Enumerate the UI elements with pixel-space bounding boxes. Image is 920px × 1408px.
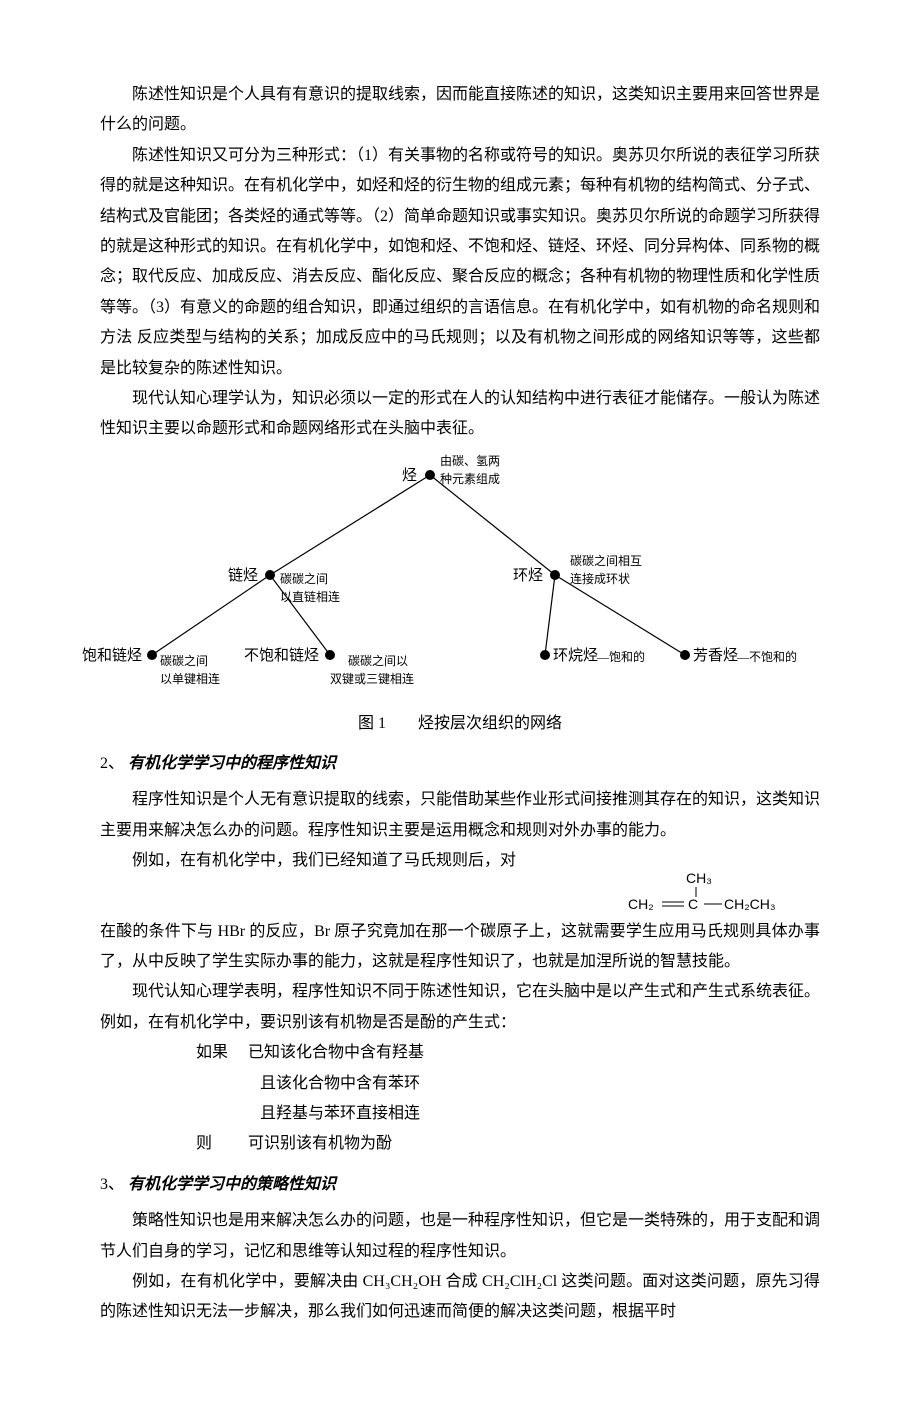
- tree-node-label: 环烃: [513, 567, 543, 587]
- tree-node-label: 芳香烃: [693, 647, 738, 667]
- tree-edge-label: 碳碳之间以: [348, 653, 408, 670]
- rule-conclusion: 可识别该有机物为酚: [248, 1135, 392, 1152]
- formula-ch3: CH₃: [686, 871, 712, 886]
- tree-edge-label: 种元素组成: [440, 471, 500, 488]
- hydrocarbon-tree-diagram: 烃链烃环烃饱和链烃不饱和链烃环烷烃芳香烃由碳、氢两种元素组成碳碳之间以直链相连碳…: [100, 445, 820, 705]
- section-heading-2: 2、 有机化学学习中的程序性知识: [100, 749, 820, 779]
- tree-node-dot: [540, 650, 550, 660]
- tree-node-label: 烃: [402, 467, 417, 487]
- formula-ch2ch3-right: CH₂CH₃: [724, 896, 776, 912]
- body-paragraph: 陈述性知识又可分为三种形式：（1）有关事物的名称或符号的知识。奥苏贝尔所说的表征…: [100, 141, 820, 384]
- section-title: 有机化学学习中的策略性知识: [128, 1176, 336, 1193]
- tree-edge-label: 以直链相连: [280, 589, 340, 606]
- tree-edge-label: 连接成环状: [570, 571, 630, 588]
- tree-edge-label: —饱和的: [597, 649, 645, 666]
- tree-edge-label: 碳碳之间: [280, 571, 328, 588]
- body-paragraph: 现代认知心理学认为，知识必须以一定的形式在人的认知结构中进行表征才能储存。一般认…: [100, 384, 820, 445]
- section-heading-3: 3、 有机化学学习中的策略性知识: [100, 1170, 820, 1200]
- tree-edge-label: 以单键相连: [160, 671, 220, 688]
- rule-line: 且该化合物中含有苯环: [196, 1069, 820, 1099]
- tree-edge-label: 双键或三键相连: [330, 671, 414, 688]
- rule-then-label: 则: [196, 1135, 212, 1152]
- rule-condition: 已知该化合物中含有羟基: [248, 1044, 424, 1061]
- tree-node-dot: [425, 470, 435, 480]
- section-number: 3、: [100, 1176, 124, 1193]
- tree-node-dot: [147, 650, 157, 660]
- tree-node-label: 环烷烃: [553, 647, 598, 667]
- production-rule-block: 如果 已知该化合物中含有羟基 且该化合物中含有苯环 且羟基与苯环直接相连 则 可…: [196, 1038, 820, 1160]
- tree-node-dot: [325, 650, 335, 660]
- body-paragraph: 程序性知识是个人无有意识提取的线索，只能借助某些作业形式间接推测其存在的知识，这…: [100, 785, 820, 846]
- figure-caption: 图 1 烃按层次组织的网络: [100, 709, 820, 739]
- chemical-formula-svg: CH₃ CH₂ C CH₂CH₃: [610, 871, 790, 915]
- formula-c-mid: C: [688, 896, 698, 912]
- section-number: 2、: [100, 755, 124, 772]
- tree-edge-label: 碳碳之间: [160, 653, 208, 670]
- tree-node-dot: [265, 570, 275, 580]
- tree-node-dot: [550, 570, 560, 580]
- body-paragraph: 现代认知心理学表明，程序性知识不同于陈述性知识，它在头脑中是以产生式和产生式系统…: [100, 977, 820, 1038]
- tree-edge-label: —不饱和的: [737, 649, 797, 666]
- body-paragraph: 策略性知识也是用来解决怎么办的问题，也是一种程序性知识，但它是一类特殊的，用于支…: [100, 1206, 820, 1267]
- rule-line: 则 可识别该有机物为酚: [196, 1129, 820, 1159]
- section-title: 有机化学学习中的程序性知识: [128, 755, 336, 772]
- chemical-formula-block: CH₃ CH₂ C CH₂CH₃: [100, 877, 820, 917]
- rule-line: 如果 已知该化合物中含有羟基: [196, 1038, 820, 1068]
- rule-if-label: 如果: [196, 1044, 228, 1061]
- formula-ch2-left: CH₂: [628, 896, 654, 912]
- body-paragraph: 在酸的条件下与 HBr 的反应，Br 原子究竟加在那一个碳原子上，这就需要学生应…: [100, 917, 820, 978]
- rule-line: 且羟基与苯环直接相连: [196, 1099, 820, 1129]
- tree-node-dot: [680, 650, 690, 660]
- body-paragraph: 陈述性知识是个人具有有意识的提取线索，因而能直接陈述的知识，这类知识主要用来回答…: [100, 80, 820, 141]
- tree-edge-label: 由碳、氢两: [440, 453, 500, 470]
- tree-node-label: 不饱和链烃: [244, 647, 319, 667]
- tree-node-label: 链烃: [228, 567, 258, 587]
- tree-node-label: 饱和链烃: [82, 647, 142, 667]
- body-paragraph: 例如，在有机化学中，要解决由 CH₃CH₂OH 合成 CH₂ClH₂Cl 这类问…: [100, 1267, 820, 1328]
- tree-edge-label: 碳碳之间相互: [570, 553, 642, 570]
